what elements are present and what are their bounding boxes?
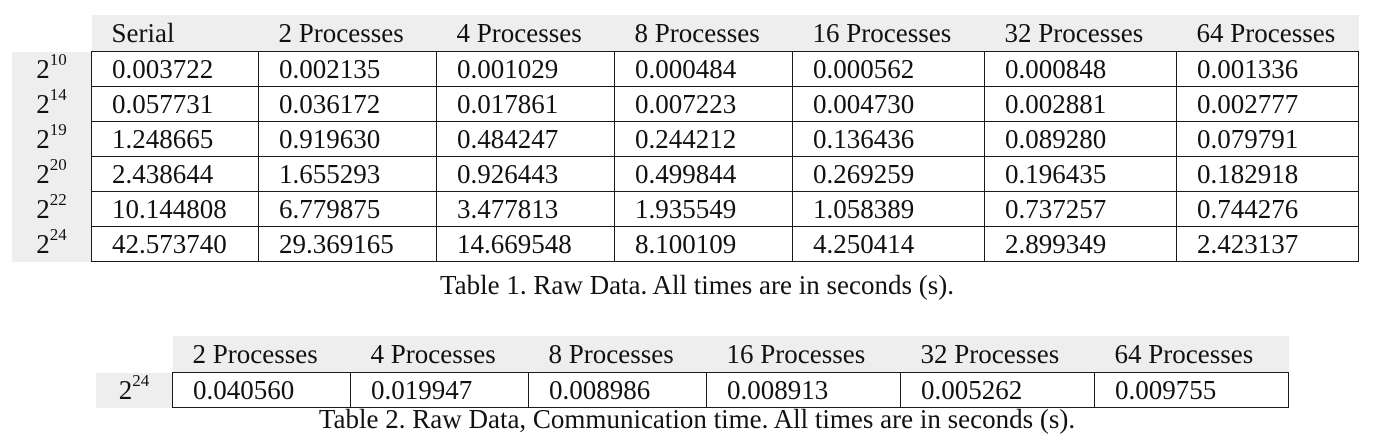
table-cell: 0.002135 bbox=[258, 51, 437, 87]
table-cell: 0.040560 bbox=[172, 372, 351, 408]
table-cell: 0.036172 bbox=[258, 86, 437, 122]
table-cell: 2.438644 bbox=[91, 156, 259, 192]
column-header: 4 Processes bbox=[350, 336, 529, 373]
table-cell: 0.079791 bbox=[1176, 121, 1359, 157]
column-header: 32 Processes bbox=[984, 15, 1177, 52]
table-row: 219 1.248665 0.919630 0.484247 0.244212 … bbox=[12, 121, 1359, 157]
column-header: 2 Processes bbox=[172, 336, 351, 373]
table-row: 210 0.003722 0.002135 0.001029 0.000484 … bbox=[12, 51, 1359, 87]
table-cell: 3.477813 bbox=[436, 191, 615, 227]
table-cell: 0.009755 bbox=[1094, 372, 1289, 408]
table-cell: 0.000562 bbox=[792, 51, 985, 87]
table-cell: 0.008986 bbox=[528, 372, 707, 408]
raw-data-table: Serial 2 Processes 4 Processes 8 Process… bbox=[12, 15, 1359, 262]
header-row: 2 Processes 4 Processes 8 Processes 16 P… bbox=[96, 336, 1289, 373]
table-cell: 0.001029 bbox=[436, 51, 615, 87]
table-cell: 0.000484 bbox=[614, 51, 793, 87]
table-cell: 0.196435 bbox=[984, 156, 1177, 192]
table-cell: 0.007223 bbox=[614, 86, 793, 122]
column-header: 8 Processes bbox=[614, 15, 793, 52]
table-cell: 8.100109 bbox=[614, 226, 793, 262]
communication-time-table: 2 Processes 4 Processes 8 Processes 16 P… bbox=[96, 336, 1289, 408]
column-header: Serial bbox=[91, 15, 259, 52]
table-cell: 0.000848 bbox=[984, 51, 1177, 87]
table-cell: 0.005262 bbox=[900, 372, 1095, 408]
table-row: 222 10.144808 6.779875 3.477813 1.935549… bbox=[12, 191, 1359, 227]
table-cell: 2.423137 bbox=[1176, 226, 1359, 262]
table-cell: 14.669548 bbox=[436, 226, 615, 262]
table-cell: 0.182918 bbox=[1176, 156, 1359, 192]
row-header: 224 bbox=[96, 372, 173, 408]
table-cell: 0.269259 bbox=[792, 156, 985, 192]
table-cell: 0.926443 bbox=[436, 156, 615, 192]
table-cell: 0.017861 bbox=[436, 86, 615, 122]
row-header: 214 bbox=[12, 86, 92, 122]
table-cell: 0.744276 bbox=[1176, 191, 1359, 227]
table-cell: 0.004730 bbox=[792, 86, 985, 122]
table-cell: 1.248665 bbox=[91, 121, 259, 157]
table-cell: 1.655293 bbox=[258, 156, 437, 192]
header-row: Serial 2 Processes 4 Processes 8 Process… bbox=[12, 15, 1359, 52]
table-cell: 0.737257 bbox=[984, 191, 1177, 227]
table-cell: 1.935549 bbox=[614, 191, 793, 227]
table-row: 220 2.438644 1.655293 0.926443 0.499844 … bbox=[12, 156, 1359, 192]
corner-cell bbox=[96, 336, 173, 373]
table-1-caption: Table 1. Raw Data. All times are in seco… bbox=[440, 270, 954, 300]
row-header: 220 bbox=[12, 156, 92, 192]
column-header: 16 Processes bbox=[792, 15, 985, 52]
column-header: 4 Processes bbox=[436, 15, 615, 52]
table-row: 214 0.057731 0.036172 0.017861 0.007223 … bbox=[12, 86, 1359, 122]
table-cell: 0.003722 bbox=[91, 51, 259, 87]
table-cell: 0.244212 bbox=[614, 121, 793, 157]
table-cell: 2.899349 bbox=[984, 226, 1177, 262]
table-cell: 29.369165 bbox=[258, 226, 437, 262]
table-cell: 1.058389 bbox=[792, 191, 985, 227]
column-header: 2 Processes bbox=[258, 15, 437, 52]
table-cell: 0.002777 bbox=[1176, 86, 1359, 122]
table-cell: 0.136436 bbox=[792, 121, 985, 157]
column-header: 8 Processes bbox=[528, 336, 707, 373]
corner-cell bbox=[12, 15, 92, 52]
table-cell: 0.057731 bbox=[91, 86, 259, 122]
table-row: 224 42.573740 29.369165 14.669548 8.1001… bbox=[12, 226, 1359, 262]
table-cell: 0.019947 bbox=[350, 372, 529, 408]
row-header: 210 bbox=[12, 51, 92, 87]
column-header: 64 Processes bbox=[1176, 15, 1359, 52]
table-cell: 10.144808 bbox=[91, 191, 259, 227]
row-header: 219 bbox=[12, 121, 92, 157]
column-header: 16 Processes bbox=[706, 336, 901, 373]
table-cell: 0.499844 bbox=[614, 156, 793, 192]
table-cell: 0.484247 bbox=[436, 121, 615, 157]
table-cell: 4.250414 bbox=[792, 226, 985, 262]
row-header: 222 bbox=[12, 191, 92, 227]
column-header: 64 Processes bbox=[1094, 336, 1289, 373]
table-row: 224 0.040560 0.019947 0.008986 0.008913 … bbox=[96, 372, 1289, 408]
table-cell: 6.779875 bbox=[258, 191, 437, 227]
table-cell: 0.002881 bbox=[984, 86, 1177, 122]
table-cell: 0.919630 bbox=[258, 121, 437, 157]
table-cell: 0.001336 bbox=[1176, 51, 1359, 87]
row-header: 224 bbox=[12, 226, 92, 262]
table-cell: 42.573740 bbox=[91, 226, 259, 262]
table-cell: 0.089280 bbox=[984, 121, 1177, 157]
table-2-caption: Table 2. Raw Data, Communication time. A… bbox=[318, 404, 1076, 434]
column-header: 32 Processes bbox=[900, 336, 1095, 373]
table-cell: 0.008913 bbox=[706, 372, 901, 408]
